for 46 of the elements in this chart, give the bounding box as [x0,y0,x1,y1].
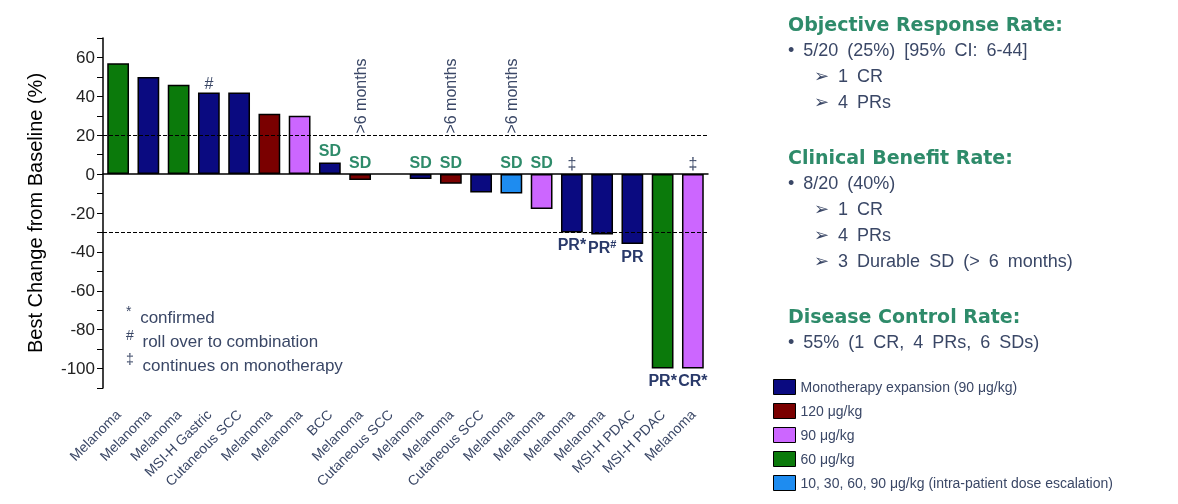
text: ➢ 1 CR [813,198,885,221]
data-label: SD [530,153,553,171]
legend-label: Monotherapy expansion (90 μg/kg) [800,379,1018,395]
data-label: PR [621,247,644,265]
y-tick-label: 20 [76,125,95,145]
text: Objective Response Rate: [788,12,1064,37]
data-label: CR* [678,372,709,390]
data-label: SD [318,141,341,159]
data-label: SD [409,153,432,171]
text: • 8/20 (40%) [788,172,897,195]
legend-label: 120 μg/kg [800,403,863,419]
annotation: >6 months [502,58,520,134]
text: • 5/20 (25%) [95% CI: 6-44] [788,39,1029,62]
y-axis-title: Best Change from Baseline (%) [24,72,46,354]
annotation: >6 months [351,58,369,134]
data-label: SD [439,153,462,171]
text: ➢ 1 CR [813,65,885,88]
text: ➢ 4 PRs [813,91,893,114]
y-tick-label: -20 [70,203,95,223]
annotation: # roll over to combination [126,327,319,351]
annotation: ‡ [688,154,698,172]
text: ➢ 4 PRs [813,224,893,247]
annotation: ‡ [567,154,577,172]
y-tick-label: 60 [76,47,95,67]
y-tick-label: -40 [70,242,95,262]
y-tick-label: -80 [70,320,95,340]
y-tick-label: 0 [85,164,95,184]
data-label: SD [500,153,523,171]
annotation: * confirmed [126,303,215,327]
data-label: SD [349,153,372,171]
data-label: PR* [557,235,587,253]
y-tick-label: 40 [76,86,95,106]
legend-label: 10, 30, 60, 90 μg/kg (intra-patient dose escalation) [800,475,1113,491]
data-label: PR* [648,372,678,390]
y-tick-label: -100 [60,359,95,379]
text: Disease Control Rate: [788,304,1022,329]
legend-label: 90 μg/kg [800,427,855,443]
data-label: PR# [587,237,617,257]
annotation: # [204,74,214,92]
text: Clinical Benefit Rate: [788,145,1014,170]
legend-label: 60 μg/kg [800,451,855,467]
annotation: >6 months [442,58,460,134]
y-tick-label: -60 [70,281,95,301]
text: ➢ 3 Durable SD (> 6 months) [813,250,1074,273]
text: • 55% (1 CR, 4 PRs, 6 SDs) [788,331,1041,354]
annotation: ‡ continues on monotherapy [126,351,344,375]
